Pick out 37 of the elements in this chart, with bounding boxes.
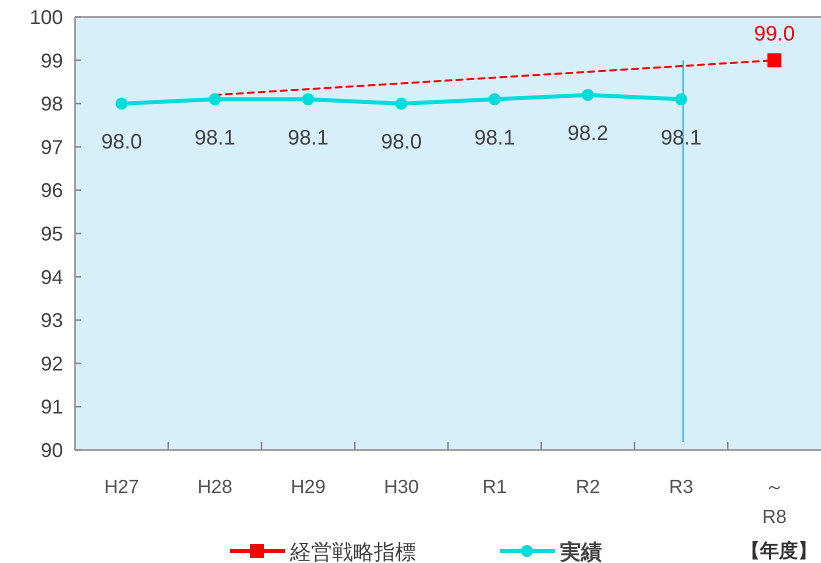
point xyxy=(208,93,221,106)
y-tick-label: 98 xyxy=(40,94,63,116)
x-tick-label: R2 xyxy=(576,477,600,498)
y-tick-label: 94 xyxy=(40,266,63,289)
x-axis-title: 【年度】 xyxy=(741,540,817,562)
x-tick-label: H27 xyxy=(104,477,140,498)
x-tick-label: R1 xyxy=(482,477,507,498)
x-tick-label: H30 xyxy=(384,477,419,498)
data-label: 98.0 xyxy=(101,130,142,154)
point xyxy=(302,93,314,106)
y-tick-label: 100 xyxy=(30,7,63,29)
data-label: 98.2 xyxy=(567,122,608,145)
x-tick-label: R3 xyxy=(668,477,694,498)
x-tick-label: ～ R8 xyxy=(762,477,787,528)
data-label: 98.1 xyxy=(474,126,516,150)
data-label: 98.1 xyxy=(288,126,329,150)
y-tick-label: 99 xyxy=(40,50,63,72)
y-tick-label: 95 xyxy=(40,224,63,246)
x-tick-label: H28 xyxy=(197,477,232,498)
point xyxy=(116,98,128,110)
y-tick-label: 97 xyxy=(40,136,63,159)
point xyxy=(767,53,782,68)
legend-label: 実績 xyxy=(559,540,602,563)
point xyxy=(395,98,408,110)
y-tick-label: 91 xyxy=(40,396,63,419)
point xyxy=(675,93,688,106)
x-tick-label: H29 xyxy=(290,477,326,498)
point xyxy=(488,93,501,106)
point xyxy=(582,88,594,101)
data-label: 98.0 xyxy=(380,130,422,154)
data-label: 98.1 xyxy=(194,126,236,150)
y-tick-label: 90 xyxy=(40,440,63,462)
y-tick-label: 96 xyxy=(40,180,63,202)
legend-label: 経営戦略指標 xyxy=(289,541,416,563)
data-label: 99.0 xyxy=(754,22,795,46)
y-tick-label: 92 xyxy=(40,353,63,376)
y-tick-label: 93 xyxy=(40,310,63,332)
